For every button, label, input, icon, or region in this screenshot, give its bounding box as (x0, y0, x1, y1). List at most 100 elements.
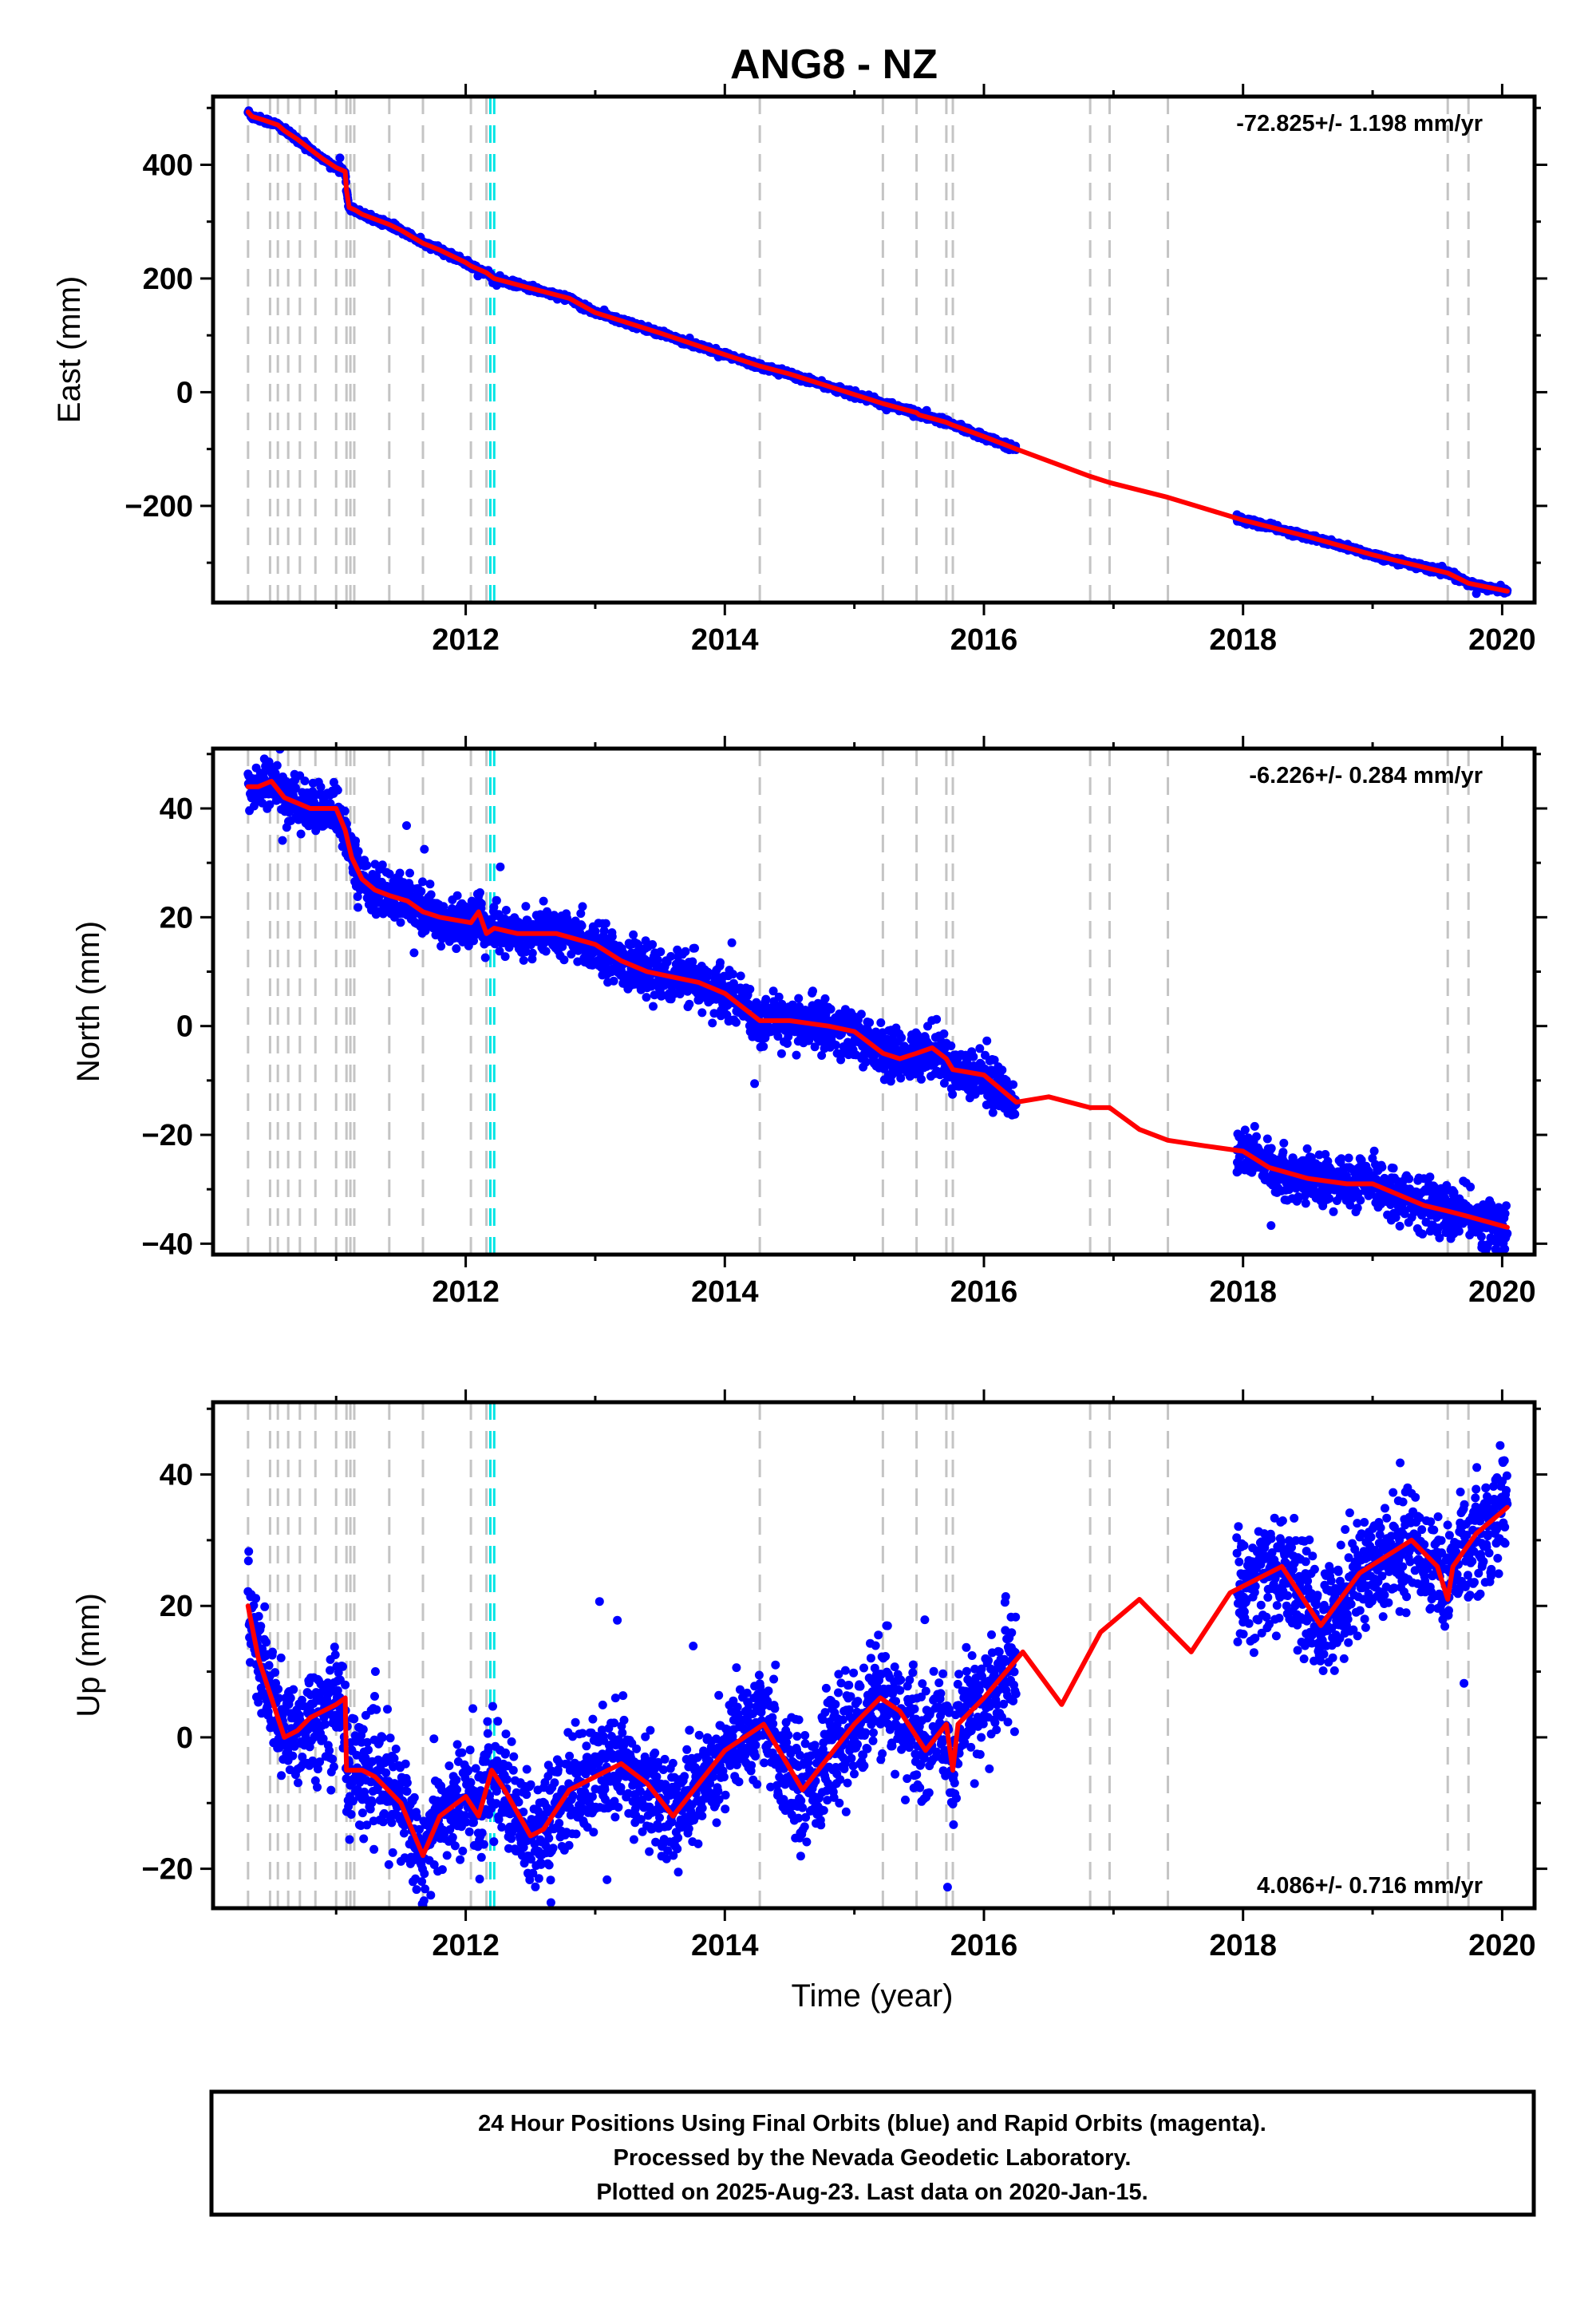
north-point (653, 955, 662, 965)
north-point (826, 1005, 836, 1014)
north-point (642, 993, 651, 1002)
north-point (452, 891, 462, 900)
north-point (300, 777, 310, 785)
north-point (773, 1032, 783, 1041)
east-data-points (243, 106, 1512, 599)
north-point (861, 1057, 871, 1067)
north-point (831, 1041, 840, 1049)
north-point (666, 951, 676, 961)
north-point (353, 892, 362, 901)
north-point (265, 800, 275, 809)
north-point (492, 895, 501, 905)
north-point (708, 1018, 717, 1028)
north-point (426, 890, 436, 899)
east-frame (211, 94, 1537, 605)
north-point (716, 958, 725, 967)
north-point (559, 955, 569, 965)
east-x-tick-label: 2012 (432, 623, 500, 657)
north-point (732, 1018, 741, 1027)
north-point (917, 1074, 926, 1084)
north-point (729, 970, 737, 979)
north-point (609, 976, 618, 986)
north-point (521, 902, 531, 911)
north-point (577, 921, 587, 931)
north-point (405, 868, 414, 878)
north-point (759, 1041, 768, 1051)
east-x-tick-label: 2014 (691, 623, 759, 657)
north-point (495, 947, 504, 956)
north-point (876, 1018, 886, 1027)
north-point (709, 1009, 719, 1018)
north-point (601, 919, 610, 928)
north-point (690, 943, 699, 953)
north-point (420, 844, 429, 854)
north-point (417, 887, 426, 896)
north-point (932, 1014, 942, 1024)
north-point (316, 782, 326, 792)
north-point (578, 902, 587, 911)
north-point (354, 903, 363, 912)
north-point (272, 761, 282, 770)
north-point (810, 1042, 820, 1052)
north-point (385, 869, 394, 879)
north-point (501, 906, 511, 915)
north-point (792, 1050, 801, 1060)
east-x-tick-label: 2016 (950, 623, 1018, 657)
north-point (750, 1079, 760, 1089)
north-point (576, 909, 586, 919)
north-point (897, 1033, 907, 1042)
north-point (351, 836, 360, 846)
north-point (271, 769, 280, 778)
east-y-tick-label: 0 (176, 376, 193, 409)
north-point (278, 836, 287, 845)
north-point (607, 932, 617, 942)
east-y-tick-label: 200 (143, 263, 193, 296)
north-point (480, 953, 490, 962)
east-point (335, 153, 345, 163)
north-point (648, 940, 658, 949)
north-point (688, 957, 697, 966)
north-point (476, 888, 484, 897)
north-point (496, 862, 505, 871)
north-point (539, 896, 548, 906)
north-point (396, 918, 405, 927)
north-point (768, 986, 778, 996)
north-point (752, 998, 761, 1007)
north-point (629, 930, 638, 939)
north-point (418, 877, 427, 887)
north-point (354, 847, 363, 856)
east-model-line (245, 109, 1510, 594)
east-plot-area (243, 97, 1512, 603)
north-point (500, 952, 510, 962)
north-plot-area (243, 749, 1512, 1255)
north-point (817, 1051, 827, 1060)
north-point (395, 868, 405, 878)
north-point (290, 783, 300, 792)
north-point (476, 899, 486, 908)
north-point (573, 957, 583, 966)
east-x-tick-label: 2020 (1468, 623, 1536, 657)
north-point (896, 1073, 906, 1083)
north-point (761, 994, 771, 1004)
north-point (409, 948, 419, 958)
north-point (776, 1049, 786, 1058)
north-point (402, 821, 411, 830)
north-point (820, 994, 830, 1003)
east-y-axis-label: East (mm) (52, 276, 87, 423)
north-point (437, 942, 446, 951)
north-point (794, 994, 804, 1003)
east-y-tick-label: 400 (143, 148, 193, 182)
north-point (340, 806, 350, 816)
north-point (783, 1039, 792, 1048)
north-point (377, 860, 387, 870)
north-point (856, 1010, 866, 1019)
north-point (452, 944, 461, 954)
north-point (727, 938, 737, 947)
north-point (333, 785, 342, 795)
chart-title: ANG8 - NZ (730, 41, 938, 88)
north-point (685, 999, 694, 1009)
north-point (489, 903, 499, 912)
north-point (681, 947, 690, 956)
